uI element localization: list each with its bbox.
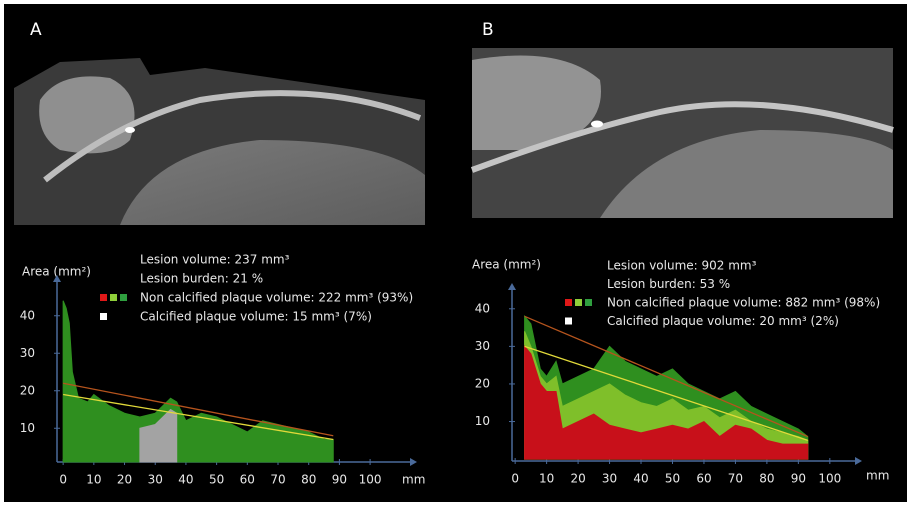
- annotation: Lesion volume: 902 mm³: [607, 259, 757, 273]
- panel-label: B: [482, 20, 494, 40]
- x-tick-label: 80: [759, 472, 774, 486]
- x-tick-label: 40: [178, 473, 193, 487]
- x-tick-label: 10: [86, 473, 101, 487]
- x-tick-label: 30: [148, 473, 163, 487]
- panel-label: A: [30, 20, 42, 40]
- area: [524, 344, 809, 460]
- legend-swatch: [585, 299, 592, 306]
- annotation: Lesion burden: 53 %: [607, 277, 730, 291]
- y-axis-label: Area (mm²): [472, 258, 541, 272]
- y-tick-label: 40: [20, 308, 35, 322]
- annotation: Non calcified plaque volume: 882 mm³ (98…: [607, 296, 880, 310]
- area: [62, 300, 334, 463]
- x-tick-label: 0: [511, 472, 519, 486]
- y-tick-label: 10: [20, 421, 35, 435]
- trend-line: [524, 345, 809, 441]
- trend-line: [63, 393, 334, 441]
- x-tick-label: 100: [818, 472, 841, 486]
- x-tick-label: 100: [359, 473, 382, 487]
- x-axis-label: mm: [402, 473, 425, 487]
- x-tick-label: 70: [270, 473, 285, 487]
- axis-arrow: [410, 458, 417, 466]
- legend-swatch: [565, 317, 572, 325]
- x-tick-label: 20: [570, 472, 585, 486]
- x-tick-label: 80: [301, 473, 316, 487]
- annotation: Calcified plaque volume: 15 mm³ (7%): [140, 310, 372, 324]
- annotation: Lesion burden: 21 %: [140, 272, 263, 286]
- legend-swatch: [565, 299, 572, 306]
- y-tick-label: 30: [475, 339, 490, 353]
- ct-image-b: [470, 48, 894, 218]
- axis-arrow: [855, 457, 862, 465]
- annotation: Lesion volume: 237 mm³: [140, 253, 290, 267]
- x-tick-label: 60: [240, 473, 255, 487]
- annotation: Non calcified plaque volume: 222 mm³ (93…: [140, 291, 413, 305]
- trend-line: [524, 315, 809, 438]
- legend-swatch: [575, 299, 582, 306]
- legend-swatch: [100, 313, 107, 320]
- x-tick-label: 20: [117, 473, 132, 487]
- x-tick-label: 90: [332, 473, 347, 487]
- legend-swatch: [120, 294, 127, 301]
- x-tick-label: 50: [665, 472, 680, 486]
- legend-swatch: [100, 294, 107, 301]
- x-tick-label: 10: [539, 472, 554, 486]
- x-tick-label: 60: [696, 472, 711, 486]
- y-tick-label: 10: [475, 414, 490, 428]
- x-tick-label: 40: [633, 472, 648, 486]
- ct-image-a: [14, 58, 425, 225]
- legend-swatch: [110, 294, 117, 301]
- axis-arrow: [508, 283, 516, 290]
- y-tick-label: 30: [20, 346, 35, 360]
- x-tick-label: 30: [602, 472, 617, 486]
- area: [139, 408, 178, 463]
- x-tick-label: 50: [209, 473, 224, 487]
- x-axis-label: mm: [866, 469, 889, 483]
- x-tick-label: 90: [791, 472, 806, 486]
- x-tick-label: 70: [728, 472, 743, 486]
- trend-line: [63, 382, 334, 437]
- y-tick-label: 20: [475, 376, 490, 390]
- y-tick-label: 20: [20, 383, 35, 397]
- y-tick-label: 40: [475, 301, 490, 315]
- annotation: Calcified plaque volume: 20 mm³ (2%): [607, 314, 839, 328]
- y-axis-label: Area (mm²): [22, 265, 91, 279]
- axis-arrow: [53, 275, 61, 282]
- x-tick-label: 0: [59, 473, 67, 487]
